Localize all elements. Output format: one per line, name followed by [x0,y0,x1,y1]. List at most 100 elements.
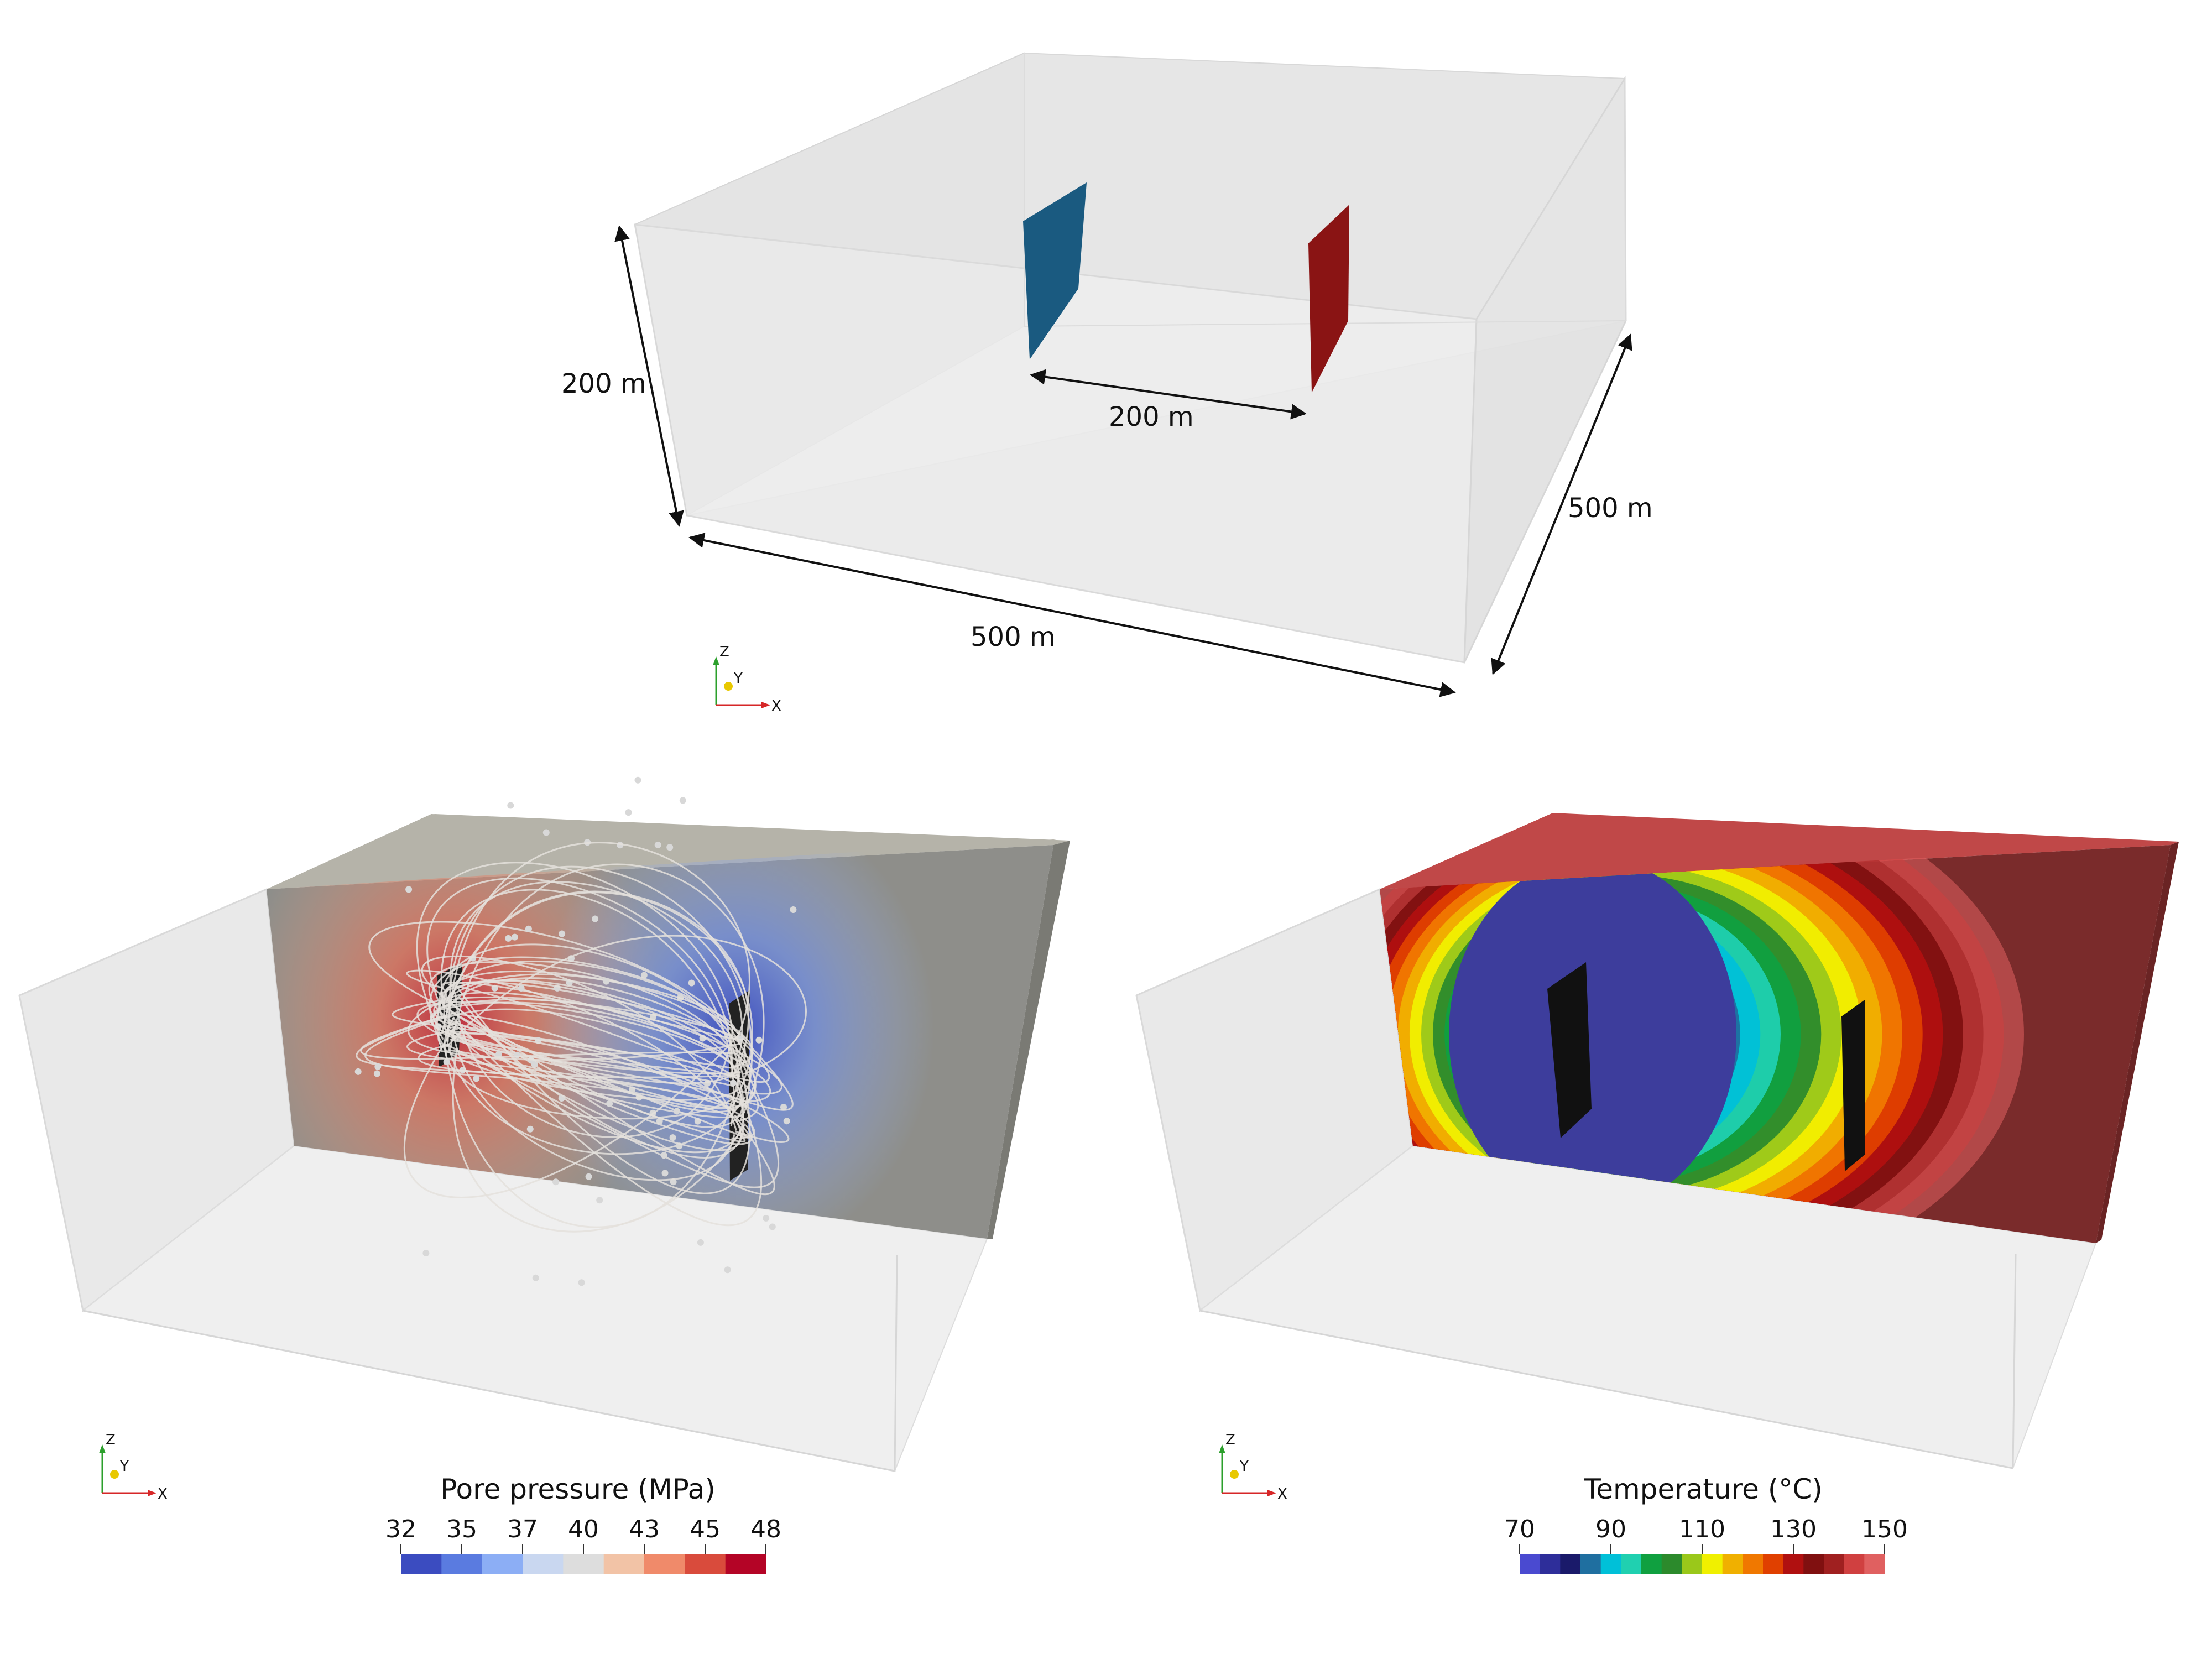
colorbar-tick-label: 40 [568,1515,599,1543]
temperature-panel [1135,813,2179,1469]
length-arrow [688,533,1456,697]
length-label: 500 m [971,622,1056,653]
colorbar-swatch [1580,1554,1601,1574]
pressure-colorbar: Pore pressure (MPa) 32 35 37 40 43 45 48 [385,1473,781,1574]
colorbar-tick-label: 150 [1861,1515,1908,1543]
axis-label-z: Z [1225,1432,1235,1448]
colorbar-tick-label: 45 [690,1515,721,1543]
streamline-glyph [769,1223,776,1230]
streamline-glyph [669,1134,676,1141]
pressure-block-right [987,841,1070,1239]
streamline-glyph [780,1104,787,1111]
streamline [446,992,745,1041]
streamline [446,935,807,1075]
streamline [442,1042,779,1188]
colorbar-swatch [1621,1554,1642,1574]
streamline-glyph [666,844,674,851]
streamline [426,877,733,1065]
streamline [452,1048,747,1233]
streamline-glyph [763,1214,770,1222]
streamline [444,1016,734,1120]
colorbar-tick-label: 90 [1595,1515,1626,1543]
streamline [447,1008,759,1123]
streamline [452,1016,762,1227]
colorbar-swatch [1824,1554,1845,1574]
box-edge [2012,1254,2017,1469]
temperature-injection-fracture [1547,962,1592,1138]
box-edge [82,1310,895,1472]
streamline-glyph [625,809,632,816]
streamline [443,994,746,1155]
streamline-glyph [473,1075,480,1082]
production-fracture [1308,205,1349,393]
colorbar-swatch [1702,1554,1723,1574]
box-edge [894,1255,898,1472]
streamline-glyph [443,1058,450,1066]
axis-label-z: Z [719,644,729,660]
streamline-glyph [518,985,525,992]
streamline [443,891,753,1108]
streamlines [354,776,807,1286]
colorbar-swatch [1641,1554,1662,1574]
streamline [416,862,734,1040]
streamline-glyph [688,979,695,987]
streamline-glyph [790,906,797,913]
streamline-glyph [531,1061,538,1068]
colorbar-swatch [603,1554,645,1574]
streamline-glyph [783,1118,790,1125]
streamline-glyph [673,1108,680,1115]
streamline [446,979,733,1079]
colorbar-swatch [401,1554,442,1574]
colorbar-swatch [1722,1554,1743,1574]
height-label: 200 m [561,368,646,399]
streamline-glyph [526,1125,534,1133]
streamline [449,863,765,1121]
streamline-glyph [374,1063,382,1070]
streamline-glyph [654,841,661,848]
streamline-glyph [755,1036,763,1044]
streamline [368,921,741,1036]
temperature-block-right [2096,842,2179,1243]
axis-label-y: Y [1239,1458,1249,1475]
streamline [448,983,770,1083]
colorbar-swatch [523,1554,564,1574]
colorbar-swatch [685,1554,726,1574]
streamline-glyph [730,1079,737,1087]
colorbar-swatch [1600,1554,1621,1574]
streamline-glyph [495,1051,502,1058]
height-arrow [614,225,684,527]
streamline-glyph [552,1178,559,1186]
colorbar-swatch [725,1554,766,1574]
colorbar-swatch [1803,1554,1824,1574]
streamline-glyph [542,829,550,836]
streamline-glyph [578,1279,585,1286]
streamline [433,996,739,1040]
pressure-colorbar-ticks: 32 35 37 40 43 45 48 [385,1515,781,1554]
streamline-glyph [603,978,610,985]
streamline-glyph [511,933,518,941]
streamline-glyph [373,1070,380,1077]
streamline-glyph [634,776,641,784]
axis-label-x: X [1277,1486,1287,1503]
colorbar-tick-label: 70 [1504,1515,1535,1543]
colorbar-swatch [1864,1554,1885,1574]
axis-label-x: X [771,698,781,714]
colorbar-swatch [1844,1554,1865,1574]
streamline [449,881,743,1068]
spacing-label: 200 m [1109,401,1194,432]
streamline [450,1011,775,1196]
streamline-glyph [422,1250,430,1256]
colorbar-tick-label: 35 [446,1515,477,1543]
streamline-glyph [661,1170,669,1177]
temperature-block-top-face [1380,813,2179,889]
streamline-glyph [559,930,566,937]
streamline [439,993,744,1128]
streamline-glyph [724,1266,731,1274]
pressure-colorbar-title: Pore pressure (MPa) [440,1473,716,1505]
streamline [421,955,737,1131]
streamline [441,982,739,1075]
colorbar-tick-label: 32 [385,1515,416,1543]
temperature-colorbar-swatches [1520,1554,1885,1574]
streamline [441,890,749,1079]
pressure-panel [18,776,1070,1472]
